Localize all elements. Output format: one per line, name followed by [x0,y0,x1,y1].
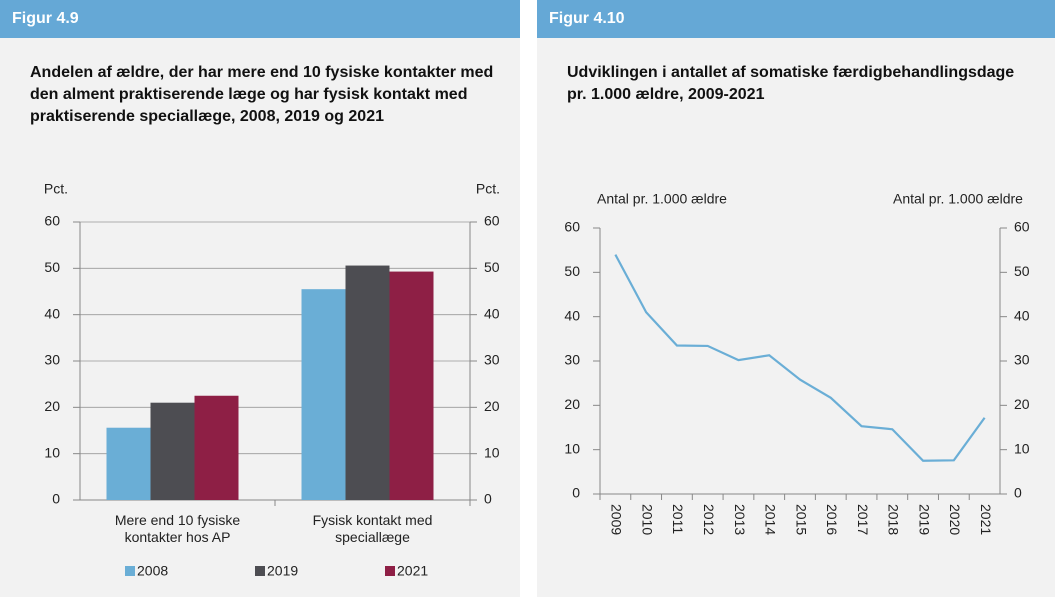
x-tick-label: 2012 [701,504,717,535]
chart-title: Andelen af ældre, der har mere end 10 fy… [30,64,494,125]
y-tick-label: 50 [564,263,580,279]
y2-tick-label: 30 [484,352,500,368]
panel-header [0,0,520,38]
legend-label: 2008 [137,563,168,579]
y2-tick-label: 50 [1014,263,1030,279]
y-tick-label: 0 [572,485,580,501]
chart-title: Udviklingen i antallet af somatiske færd… [567,64,1015,103]
y2-axis-label: Antal pr. 1.000 ældre [893,191,1023,207]
chart-title-box: Andelen af ældre, der har mere end 10 fy… [30,64,494,125]
bar [150,402,195,500]
y2-tick-label: 0 [1014,485,1022,501]
y-tick-label: 60 [564,219,580,235]
y2-tick-label: 40 [1014,307,1030,323]
x-tick-label: 2020 [947,504,963,535]
figure-label: Figur 4.10 [549,10,625,27]
y-tick-label: 30 [564,352,580,368]
x-tick-label: Mere end 10 fysiske kontakter hos AP [114,512,241,545]
legend-swatch [125,566,135,576]
x-tick-label: 2018 [886,504,902,535]
y2-tick-label: 0 [484,491,492,507]
x-tick-label: 2016 [824,504,840,535]
x-tick-label: Fysisk kontakt med speciallæge [312,512,433,545]
x-tick-label: 2021 [978,504,994,535]
x-tick-label: 2017 [855,504,871,535]
x-tick-label: 2009 [609,504,625,535]
y2-tick-label: 20 [1014,396,1030,412]
y-tick-label: 40 [44,305,60,321]
legend-swatch [255,566,265,576]
bar [389,271,434,500]
panel-header [537,0,1055,38]
y-tick-label: 10 [564,440,580,456]
y2-tick-label: 50 [484,259,500,275]
y-tick-label: 20 [564,396,580,412]
y2-tick-label: 10 [1014,440,1030,456]
x-tick-label: 2011 [670,504,686,534]
y2-tick-label: 10 [484,444,500,460]
panel [537,0,1055,597]
line [614,254,986,462]
y-tick-label: 40 [564,307,580,323]
y2-tick-label: 30 [1014,352,1030,368]
x-tick-label-box: Fysisk kontakt med speciallæge [312,512,433,545]
y-axis-label: Pct. [44,181,68,197]
chart-title-box: Udviklingen i antallet af somatiske færd… [567,64,1015,103]
y-tick-label: 20 [44,398,60,414]
y2-tick-label: 20 [484,398,500,414]
y-tick-label: 10 [44,444,60,460]
bar [106,427,151,500]
x-tick-label: 2013 [732,504,748,535]
y-tick-label: 50 [44,259,60,275]
x-tick-label: 2015 [793,504,809,535]
figure-label: Figur 4.9 [12,10,79,27]
y-tick-label: 0 [52,491,60,507]
y2-axis-label: Pct. [476,181,500,197]
y2-tick-label: 60 [484,213,500,229]
x-tick-label: 2019 [916,504,932,535]
y-tick-label: 30 [44,352,60,368]
legend-label: 2021 [397,563,428,579]
bar [301,289,346,500]
y-tick-label: 60 [44,213,60,229]
y-axis-label: Antal pr. 1.000 ældre [597,191,727,207]
y2-tick-label: 60 [1014,219,1030,235]
bar [194,395,239,500]
legend-swatch [385,566,395,576]
legend-label: 2019 [267,563,298,579]
x-tick-label-box: Mere end 10 fysiske kontakter hos AP [114,512,241,545]
bar [345,265,390,500]
x-tick-label: 2010 [639,504,655,535]
x-tick-label: 2014 [763,504,779,535]
y2-tick-label: 40 [484,305,500,321]
